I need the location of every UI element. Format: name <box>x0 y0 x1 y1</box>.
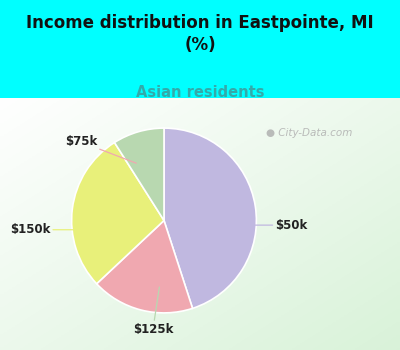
Text: Asian residents: Asian residents <box>136 85 264 100</box>
Text: $50k: $50k <box>233 219 308 232</box>
Text: $150k: $150k <box>10 223 98 236</box>
Text: $125k: $125k <box>133 287 173 336</box>
Wedge shape <box>72 142 164 284</box>
Wedge shape <box>164 128 256 308</box>
Wedge shape <box>114 128 164 220</box>
Text: ● City-Data.com: ● City-Data.com <box>266 128 352 138</box>
Wedge shape <box>97 220 192 313</box>
Text: $75k: $75k <box>65 135 136 163</box>
Text: Income distribution in Eastpointe, MI
(%): Income distribution in Eastpointe, MI (%… <box>26 14 374 54</box>
